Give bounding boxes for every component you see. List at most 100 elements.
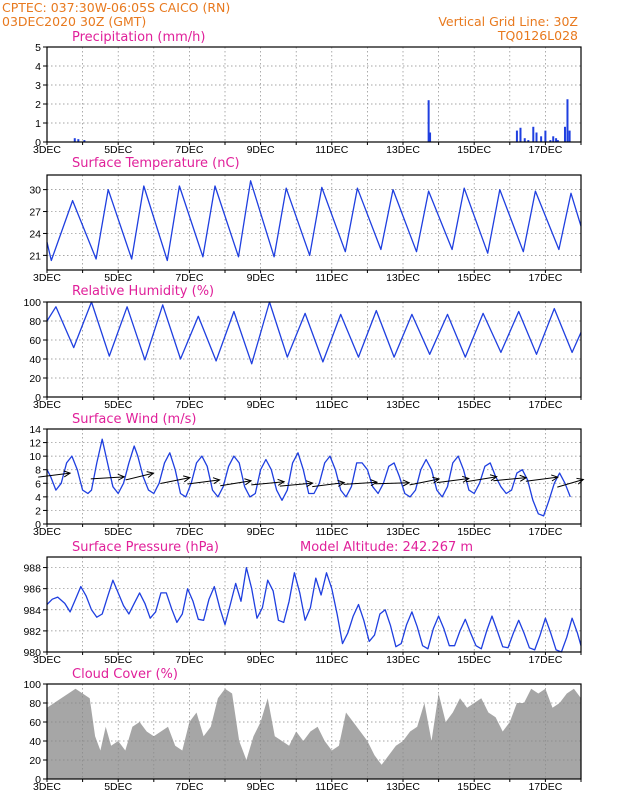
pres-xtick-label: 11DEC bbox=[315, 654, 348, 666]
precip-bar bbox=[540, 136, 543, 142]
wind-xtick-label: 9DEC bbox=[247, 526, 275, 538]
wind-arrow-head bbox=[63, 470, 72, 478]
precip-ytick-label: 0 bbox=[35, 137, 41, 149]
pres-ytick-label: 980 bbox=[23, 647, 41, 659]
precip-bar bbox=[519, 127, 522, 142]
precip-bar bbox=[555, 138, 558, 142]
precip-bar bbox=[515, 130, 518, 142]
rh-panel: Relative Humidity (%) 0 20 40 60 80 100 3DEC 5D… bbox=[23, 284, 582, 411]
precip-bar bbox=[568, 130, 571, 142]
temp-panel: Surface Temperature (nC) 21 24 27 30 3DEC 5DE… bbox=[29, 156, 582, 284]
wind-arrow-shaft bbox=[465, 476, 497, 483]
rh-series-line bbox=[46, 301, 582, 365]
precip-bar bbox=[532, 126, 535, 142]
wind-xtick-label: 15DEC bbox=[457, 526, 491, 538]
cloud-frame bbox=[46, 683, 582, 780]
temp-xtick-label: 3DEC bbox=[33, 272, 61, 284]
pres-xtick-label: 13DEC bbox=[386, 654, 420, 666]
wind-arrow-head bbox=[244, 478, 253, 486]
precip-bar bbox=[544, 130, 547, 142]
wind-arrow-head bbox=[462, 475, 470, 483]
temp-xtick-label: 7DEC bbox=[175, 272, 203, 284]
wind-arrow-head bbox=[489, 474, 498, 482]
temp-ytick-label: 27 bbox=[29, 207, 41, 219]
wind-ytick-label: 6 bbox=[35, 478, 41, 490]
precip-xtick-label: 15DEC bbox=[457, 144, 491, 156]
temp-xtick-label: 15DEC bbox=[457, 272, 491, 284]
wind-arrow-shaft bbox=[279, 482, 313, 487]
temp-xtick-label: 13DEC bbox=[386, 272, 420, 284]
wind-ytick-label: 4 bbox=[35, 492, 41, 504]
wind-arrow-head bbox=[277, 478, 286, 486]
temp-ytick-label: 21 bbox=[29, 250, 41, 262]
temp-xtick-label: 9DEC bbox=[247, 272, 275, 284]
precip-bar bbox=[535, 132, 538, 142]
cloud-xtick-label: 11DEC bbox=[315, 781, 348, 793]
cloud-ytick-label: 20 bbox=[29, 755, 41, 767]
precip-ytick-label: 4 bbox=[35, 61, 41, 73]
rh-ytick-label: 100 bbox=[23, 297, 41, 309]
pres-xtick-label: 9DEC bbox=[247, 654, 275, 666]
cloud-panel: Cloud Cover (%) 0 20 40 60 80 100 3DEC 5DEC 7DEC… bbox=[23, 667, 582, 793]
model-altitude: Model Altitude: 242.267 m bbox=[300, 540, 473, 555]
header-location: CPTEC: 037:30W-06:05S CAICO (RN) bbox=[2, 0, 230, 15]
rh-ytick-label: 60 bbox=[29, 335, 41, 347]
rh-ytick-label: 0 bbox=[35, 392, 41, 404]
wind-arrow-shaft bbox=[125, 472, 154, 481]
rh-xtick-label: 17DEC bbox=[528, 399, 562, 411]
wind-arrow-shaft bbox=[409, 478, 440, 486]
precip-xtick-label: 3DEC bbox=[33, 144, 61, 156]
wind-ytick-label: 0 bbox=[35, 519, 41, 531]
wind-arrow-head bbox=[576, 477, 585, 485]
rh-title: Relative Humidity (%) bbox=[72, 284, 214, 299]
pres-xtick-label: 3DEC bbox=[33, 654, 61, 666]
precip-ytick-label: 5 bbox=[35, 42, 41, 54]
header-run-code: TQ0126L028 bbox=[497, 28, 578, 43]
pres-xtick-label: 5DEC bbox=[104, 654, 132, 666]
precip-bar bbox=[73, 138, 76, 142]
wind-ytick-label: 8 bbox=[35, 465, 41, 477]
rh-ytick-label: 80 bbox=[29, 316, 41, 328]
wind-arrow-shaft bbox=[38, 472, 71, 478]
wind-arrow-shaft bbox=[436, 478, 469, 484]
wind-arrow-head bbox=[551, 474, 559, 482]
temp-xtick-label: 5DEC bbox=[104, 272, 132, 284]
wind-arrow-shaft bbox=[251, 481, 285, 486]
cloud-ytick-label: 40 bbox=[29, 736, 41, 748]
pres-xtick-label: 7DEC bbox=[175, 654, 203, 666]
temp-series-line bbox=[46, 180, 582, 262]
wind-arrow-head bbox=[402, 479, 411, 487]
wind-arrow-shaft bbox=[557, 478, 584, 488]
wind-xtick-label: 13DEC bbox=[386, 526, 420, 538]
cloud-title: Cloud Cover (%) bbox=[72, 667, 178, 682]
wind-arrow-shaft bbox=[90, 476, 125, 480]
temp-xtick-label: 17DEC bbox=[528, 272, 562, 284]
wind-arrow-shaft bbox=[343, 481, 378, 485]
wind-arrow-head bbox=[432, 476, 441, 484]
rh-xtick-label: 5DEC bbox=[104, 399, 132, 411]
pres-ytick-label: 984 bbox=[23, 605, 41, 617]
wind-series-line bbox=[46, 438, 571, 517]
precip-bar bbox=[429, 132, 432, 142]
precip-ytick-label: 1 bbox=[35, 118, 41, 130]
wind-arrow-shaft bbox=[160, 477, 190, 485]
cloud-xtick-label: 7DEC bbox=[175, 781, 203, 793]
wind-frame bbox=[46, 428, 582, 525]
cloud-ytick-label: 0 bbox=[35, 774, 41, 786]
precip-ytick-label: 2 bbox=[35, 99, 41, 111]
precip-bar bbox=[527, 140, 530, 142]
precip-xtick-label: 5DEC bbox=[104, 144, 132, 156]
temp-xtick-label: 11DEC bbox=[315, 272, 348, 284]
precip-bar bbox=[552, 136, 555, 142]
precip-bar bbox=[83, 140, 86, 142]
precip-bar bbox=[549, 140, 552, 142]
rh-frame bbox=[46, 301, 582, 398]
rh-xtick-label: 11DEC bbox=[315, 399, 348, 411]
wind-arrow-head bbox=[337, 479, 346, 487]
wind-xtick-label: 3DEC bbox=[33, 526, 61, 538]
cloud-xtick-label: 13DEC bbox=[386, 781, 420, 793]
wind-arrow-head bbox=[182, 475, 192, 483]
pres-xtick-label: 17DEC bbox=[528, 654, 562, 666]
